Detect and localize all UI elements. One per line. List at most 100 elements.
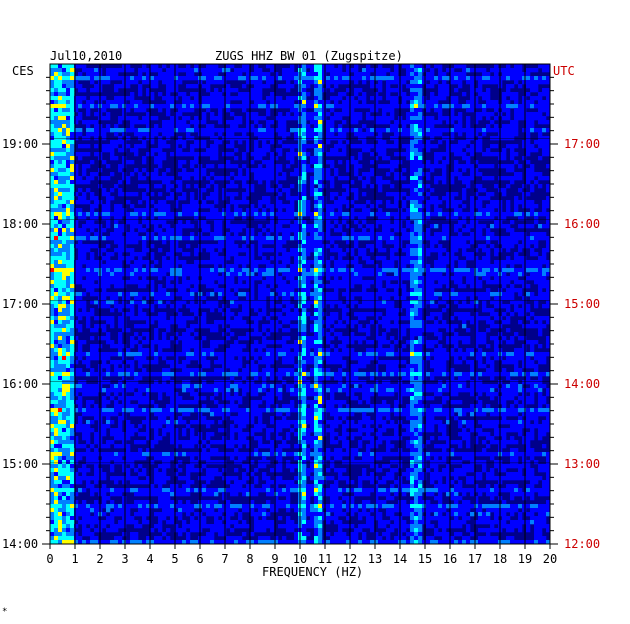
spectrogram-cell-898 <box>382 104 387 109</box>
spectrogram-cell-2456 <box>446 192 451 197</box>
spectrogram-cell-478 <box>186 84 191 89</box>
spectrogram-cell-4876 <box>318 304 323 309</box>
spectrogram-cell-3870 <box>74 264 79 269</box>
spectrogram-cell-1363 <box>326 128 331 133</box>
spectrogram-cell-198 <box>266 72 271 77</box>
spectrogram-cell-1404 <box>494 128 499 133</box>
spectrogram-cell-2459 <box>462 192 467 197</box>
spectrogram-cell-3687 <box>542 252 547 257</box>
spectrogram-cell-1300 <box>62 128 67 133</box>
spectrogram-cell-1696 <box>418 144 423 149</box>
spectrogram-cell-4984 <box>194 312 199 317</box>
spectrogram-cell-2211 <box>314 176 319 181</box>
spectrogram-cell-3403 <box>78 240 83 245</box>
spectrogram-cell-3304 <box>178 236 183 241</box>
spectrogram-cell-105 <box>242 68 247 73</box>
spectrogram-cell-4821 <box>522 300 527 305</box>
spectrogram-cell-3282 <box>90 236 95 241</box>
spectrogram-cell-4797 <box>382 300 387 305</box>
spectrogram-cell-4171 <box>462 272 467 277</box>
spectrogram-cell-2378 <box>274 188 279 193</box>
spectrogram-cell-894 <box>366 104 371 109</box>
spectrogram-cell-4096 <box>126 272 131 277</box>
spectrogram-cell-2823 <box>306 212 311 217</box>
spectrogram-cell-2817 <box>282 212 287 217</box>
spectrogram-cell-1649 <box>158 144 163 149</box>
spectrogram-cell-4105 <box>162 272 167 277</box>
spectrogram-cell-4726 <box>506 296 511 301</box>
spectrogram-cell-4565 <box>182 292 187 297</box>
spectrogram-cell-3353 <box>374 236 379 241</box>
spectrogram-cell-4232 <box>266 276 271 281</box>
spectrogram-cell-1463 <box>314 132 319 137</box>
spectrogram-cell-895 <box>370 104 375 109</box>
spectrogram-cell-2444 <box>346 192 351 197</box>
spectrogram-cell-3663 <box>322 252 327 257</box>
spectrogram-cell-1781 <box>530 148 535 153</box>
spectrogram-cell-1349 <box>262 128 267 133</box>
spectrogram-cell-788 <box>390 100 395 105</box>
spectrogram-cell-3679 <box>462 252 467 257</box>
spectrogram-cell-3306 <box>186 236 191 241</box>
spectrogram-cell-2778 <box>126 212 131 217</box>
spectrogram-cell-4976 <box>122 312 127 317</box>
spectrogram-cell-1059 <box>506 112 511 117</box>
spectrogram-cell-3335 <box>302 236 307 241</box>
spectrogram-cell-1171 <box>130 120 135 125</box>
spectrogram-cell-882 <box>318 104 323 109</box>
spectrogram-cell-2457 <box>450 192 455 197</box>
spectrogram-cell-4370 <box>466 280 471 285</box>
spectrogram-cell-1930 <box>154 160 159 165</box>
spectrogram-cell-1153 <box>522 116 527 121</box>
spectrogram-cell-4203 <box>102 276 107 281</box>
spectrogram-cell-411 <box>302 80 307 85</box>
spectrogram-cell-107 <box>254 68 259 73</box>
spectrogram-cell-3438 <box>390 240 395 245</box>
spectrogram-cell-1941 <box>290 160 295 165</box>
spectrogram-cell-2237 <box>470 176 475 181</box>
spectrogram-cell-1954 <box>390 160 395 165</box>
spectrogram-cell-182 <box>174 72 179 77</box>
spectrogram-cell-1631 <box>54 144 59 149</box>
spectrogram-cell-4043 <box>414 268 419 273</box>
spectrogram-cell-1138 <box>438 116 443 121</box>
spectrogram-cell-4354 <box>370 280 375 285</box>
spectrogram-cell-4810 <box>454 300 459 305</box>
spectrogram-cell-1259 <box>210 124 215 129</box>
spectrogram-cell-287 <box>210 76 215 81</box>
spectrogram-cell-4465 <box>462 284 467 289</box>
spectrogram-cell-3659 <box>302 252 307 257</box>
spectrogram-cell-2831 <box>338 212 343 217</box>
spectrogram-cell-3372 <box>450 236 455 241</box>
spectrogram-cell-3376 <box>466 236 471 241</box>
spectrogram-cell-415 <box>318 80 323 85</box>
spectrogram-cell-4133 <box>290 272 295 277</box>
spectrogram-cell-1444 <box>206 132 211 137</box>
spectrogram-cell-4252 <box>378 276 383 281</box>
spectrogram-cell-3318 <box>234 236 239 241</box>
spectrogram-cell-4839 <box>126 304 131 309</box>
spectrogram-cell-3298 <box>154 236 159 241</box>
spectrogram-cell-1052 <box>458 112 463 117</box>
spectrogram-cell-919 <box>466 104 471 109</box>
spectrogram-cell-436 <box>430 80 435 85</box>
spectrogram-cell-4623 <box>446 292 451 297</box>
spectrogram-cell-1395 <box>458 128 463 133</box>
spectrogram-cell-1258 <box>206 124 211 129</box>
spectrogram-cell-838 <box>142 104 147 109</box>
spectrogram-cell-4680 <box>262 296 267 301</box>
spectrogram-cell-2030 <box>490 164 495 169</box>
spectrogram-cell-772 <box>290 100 295 105</box>
spectrogram-cell-2366 <box>146 188 151 193</box>
spectrogram-cell-2100 <box>74 172 79 177</box>
spectrogram-cell-2152 <box>450 172 455 177</box>
spectrogram-cell-1586 <box>162 140 167 145</box>
spectrogram-cell-4507 <box>302 288 307 293</box>
spectrogram-cell-828 <box>102 104 107 109</box>
spectrogram-cell-4196 <box>70 276 75 281</box>
spectrogram-cell-3860 <box>534 260 539 265</box>
spectrogram-cell-1842 <box>394 152 399 157</box>
spectrogram-cell-485 <box>254 84 259 89</box>
spectrogram-cell-3368 <box>434 236 439 241</box>
spectrogram-cell-2037 <box>546 164 551 169</box>
